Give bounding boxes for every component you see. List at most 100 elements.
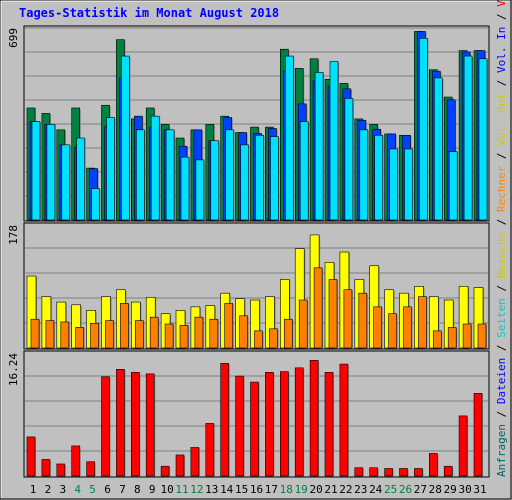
bar-volumen (131, 372, 140, 477)
legend-part: / (495, 146, 508, 166)
bar-rechner (194, 316, 204, 349)
bar-rechner (239, 315, 248, 349)
legend-part: Vol. Out (495, 93, 508, 146)
bar-volumen (26, 436, 36, 477)
bar-seiten (165, 129, 175, 221)
bar-seiten (46, 124, 56, 221)
x-tick-label: 20 (309, 483, 322, 496)
x-tick-label: 29 (444, 483, 457, 496)
x-tick-label: 7 (119, 483, 126, 496)
bar-volumen (250, 381, 259, 477)
bar-seiten (448, 151, 458, 221)
bar-volumen (205, 423, 215, 477)
bar-rechner (328, 279, 338, 349)
x-tick-label: 9 (149, 483, 156, 496)
bar-volumen (190, 447, 200, 477)
x-tick-label: 14 (220, 483, 234, 496)
bar-seiten (478, 58, 488, 221)
x-tick-label: 28 (429, 483, 442, 496)
bar-rechner (462, 323, 472, 349)
bar-seiten (210, 140, 220, 221)
bar-volumen (175, 454, 185, 477)
legend-part: Vol. In (495, 27, 508, 73)
bar-rechner (269, 328, 278, 349)
x-tick-label: 4 (74, 483, 81, 496)
bar-rechner (75, 327, 84, 349)
bar-seiten (374, 134, 384, 221)
top-panel-max-label: 699 (7, 28, 20, 48)
bar-volumen (354, 467, 364, 477)
bar-seiten (76, 137, 85, 221)
bar-volumen (56, 463, 66, 477)
x-tick-label: 24 (369, 483, 383, 496)
bar-rechner (313, 267, 323, 349)
bar-volumen (414, 468, 423, 477)
legend-part: Besuche (495, 232, 508, 278)
bar-seiten (314, 72, 324, 221)
bar-rechner (60, 321, 70, 349)
bar-seiten (404, 148, 413, 221)
bar-volumen (220, 363, 229, 477)
x-tick-label: 10 (160, 483, 173, 496)
legend-part: / (495, 338, 508, 358)
bar-volumen (324, 372, 334, 477)
x-tick-label: 25 (384, 483, 397, 496)
x-tick-label: 26 (399, 483, 412, 496)
chart-title: Tages-Statistik im Monat August 2018 (19, 6, 279, 20)
legend-part: Volumen (495, 0, 508, 7)
bar-seiten (31, 121, 41, 221)
bar-seiten (255, 134, 264, 221)
bar-volumen (41, 459, 51, 477)
bar-seiten (344, 98, 354, 221)
legend-part: Anfragen (495, 424, 508, 477)
middle-panel-max-label: 178 (7, 225, 20, 245)
bar-seiten (240, 144, 249, 221)
bar-rechner (432, 330, 442, 349)
bar-volumen (265, 372, 274, 477)
x-tick-label: 23 (354, 483, 367, 496)
bar-volumen (339, 363, 349, 477)
bar-seiten (284, 55, 294, 221)
x-tick-label: 15 (235, 483, 248, 496)
x-tick-label: 3 (59, 483, 66, 496)
bar-rechner (388, 313, 397, 349)
legend-part: Seiten (495, 298, 508, 338)
bar-rechner (298, 299, 308, 349)
x-tick-label: 27 (414, 483, 427, 496)
bar-rechner (209, 318, 219, 349)
x-tick-label: 30 (458, 483, 471, 496)
bar-rechner (149, 316, 159, 349)
legend-part: Dateien (495, 358, 508, 404)
bar-seiten (225, 129, 234, 221)
bar-seiten (329, 61, 339, 221)
bar-rechner (343, 289, 353, 349)
bar-volumen (399, 468, 408, 477)
bar-rechner (358, 292, 368, 349)
bar-seiten (150, 115, 160, 221)
bars (26, 31, 488, 477)
bottom-panel-max-label: 16.24 (7, 353, 20, 386)
bar-rechner (447, 327, 457, 349)
bar-rechner (164, 323, 174, 349)
bar-seiten (299, 121, 309, 221)
legend-part: / (495, 7, 508, 27)
bar-seiten (463, 55, 473, 221)
legend-part: / (495, 404, 508, 424)
bar-rechner (477, 323, 487, 349)
x-tick-label: 13 (205, 483, 218, 496)
bar-seiten (389, 148, 398, 221)
bar-seiten (106, 117, 115, 221)
legend-vertical-label: Anfragen / Dateien / Seiten / Besuche / … (495, 0, 508, 477)
bar-rechner (224, 303, 233, 349)
legend-part: / (495, 278, 508, 298)
bar-volumen (101, 376, 110, 477)
bar-volumen (369, 467, 379, 477)
bar-volumen (309, 360, 319, 477)
bar-seiten (419, 37, 428, 221)
bar-rechner (30, 318, 40, 349)
bar-volumen (458, 415, 468, 477)
x-tick-label: 12 (190, 483, 203, 496)
bar-seiten (180, 156, 190, 221)
bar-rechner (45, 320, 55, 349)
